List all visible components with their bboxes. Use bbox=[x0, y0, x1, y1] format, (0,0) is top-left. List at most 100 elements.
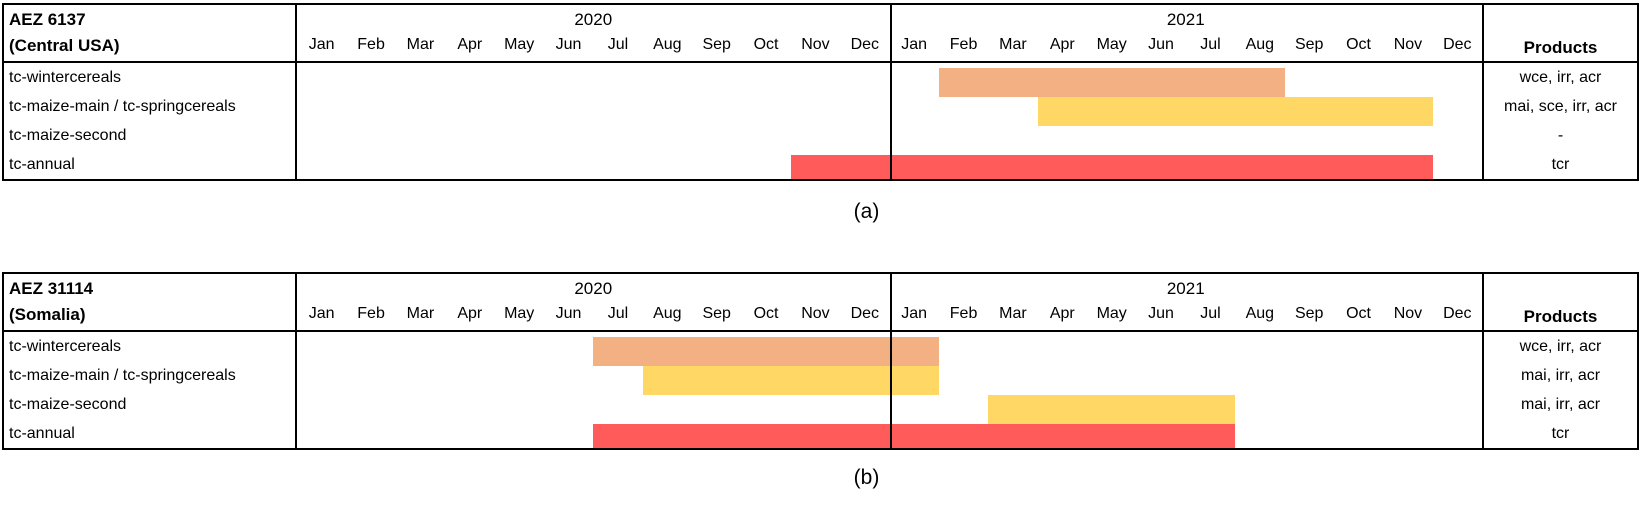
month-label: Jan bbox=[901, 305, 928, 322]
table-row: tc-wintercereals wce, irr, acr bbox=[4, 63, 1637, 97]
table-row: tc-wintercereals wce, irr, acr bbox=[4, 332, 1637, 366]
products-column-header: Products bbox=[1482, 5, 1637, 61]
month-label: Oct bbox=[1346, 36, 1371, 53]
month-label: Jan bbox=[308, 305, 335, 322]
month-label: May bbox=[1096, 36, 1127, 53]
month-label: Sep bbox=[702, 36, 731, 53]
month-label: Aug bbox=[1245, 36, 1275, 53]
row-label-maize-main: tc-maize-main / tc-springcereals bbox=[4, 92, 297, 121]
month-label: Oct bbox=[753, 305, 779, 322]
products-cell: mai, sce, irr, acr bbox=[1482, 92, 1637, 121]
table-row: tc-maize-main / tc-springcereals mai, sc… bbox=[4, 92, 1637, 126]
month-label: Mar bbox=[999, 305, 1027, 322]
month-label: Oct bbox=[1346, 305, 1371, 322]
calendar-bar-annual bbox=[790, 155, 1433, 179]
row-label-maize-main: tc-maize-main / tc-springcereals bbox=[4, 361, 297, 390]
month-label: Mar bbox=[999, 36, 1027, 53]
month-label: Nov bbox=[1393, 36, 1423, 53]
month-label: Dec bbox=[850, 36, 880, 53]
table-header: AEZ 6137 (Central USA) 2020 2021 Jan Feb M… bbox=[4, 5, 1637, 63]
aez-cell: AEZ 6137 (Central USA) bbox=[4, 5, 297, 61]
month-label: Dec bbox=[1443, 36, 1472, 53]
bar-track-wintercereals bbox=[297, 63, 1482, 97]
month-label: Sep bbox=[1294, 36, 1324, 53]
crop-calendar-table-a: AEZ 6137 (Central USA) 2020 2021 Jan Feb M… bbox=[2, 3, 1639, 181]
month-label: May bbox=[504, 305, 535, 322]
month-label: Apr bbox=[457, 36, 483, 53]
month-label: Oct bbox=[753, 36, 779, 53]
month-label: Sep bbox=[1294, 305, 1324, 322]
year-2021-header: 2021 bbox=[1166, 10, 1205, 29]
years-row: 2020 2021 bbox=[297, 5, 1482, 33]
products-cell: tcr bbox=[1482, 150, 1637, 179]
bar-track-maize-second bbox=[297, 390, 1482, 424]
month-labels-row: Jan Feb Mar Apr May Jun Jul Aug Sep Oct Nov Dec Jan F… bbox=[297, 302, 1482, 330]
aez-label: AEZ 31114 bbox=[9, 279, 94, 298]
row-label-annual: tc-annual bbox=[4, 419, 297, 448]
products-cell: wce, irr, acr bbox=[1482, 332, 1637, 361]
month-label: Sep bbox=[702, 305, 731, 322]
bar-track-annual bbox=[297, 419, 1482, 448]
month-labels-row: Jan Feb Mar Apr May Jun Jul Aug Sep Oct Nov Dec Jan F… bbox=[297, 33, 1482, 61]
products-cell: wce, irr, acr bbox=[1482, 63, 1637, 92]
region-label: (Central USA) bbox=[9, 36, 120, 55]
products-cell: mai, irr, acr bbox=[1482, 361, 1637, 390]
month-label: Dec bbox=[850, 305, 880, 322]
month-label: Nov bbox=[1393, 305, 1423, 322]
products-cell: mai, irr, acr bbox=[1482, 390, 1637, 419]
products-cell: - bbox=[1482, 121, 1637, 150]
month-label: Jul bbox=[607, 36, 629, 53]
crop-calendar-table-b: AEZ 31114 (Somalia) 2020 2021 Jan Feb Mar A… bbox=[2, 272, 1639, 450]
calendar-bar-maize bbox=[988, 395, 1236, 424]
month-label: Jun bbox=[1148, 36, 1174, 53]
month-label: Jul bbox=[607, 305, 629, 322]
month-label: Jan bbox=[901, 36, 928, 53]
caption-a: (a) bbox=[853, 200, 880, 223]
row-label-maize-second: tc-maize-second bbox=[4, 121, 297, 150]
calendar-bar-wintercereals bbox=[593, 337, 939, 366]
aez-cell: AEZ 31114 (Somalia) bbox=[4, 274, 297, 330]
month-label: Aug bbox=[1245, 305, 1275, 322]
calendar-bar-maize bbox=[642, 366, 939, 395]
month-label: Apr bbox=[1049, 305, 1075, 322]
month-label: Apr bbox=[457, 305, 483, 322]
month-label: Jul bbox=[1200, 36, 1221, 53]
row-label-wintercereals: tc-wintercereals bbox=[4, 63, 297, 92]
month-label: Aug bbox=[653, 305, 682, 322]
bar-track-wintercereals bbox=[297, 332, 1482, 366]
month-label: Jun bbox=[1148, 305, 1174, 322]
caption-b: (b) bbox=[853, 466, 880, 489]
years-row: 2020 2021 bbox=[297, 274, 1482, 302]
table-row: tc-annual tcr bbox=[4, 419, 1637, 448]
table-row: tc-maize-main / tc-springcereals mai, ir… bbox=[4, 361, 1637, 395]
month-label: Jul bbox=[1200, 305, 1221, 322]
table-row: tc-maize-second - bbox=[4, 121, 1637, 150]
month-label: May bbox=[504, 36, 535, 53]
year-2020-header: 2020 bbox=[574, 279, 613, 298]
products-column-header: Products bbox=[1482, 274, 1637, 330]
table-row: tc-annual tcr bbox=[4, 150, 1637, 179]
bar-track-annual bbox=[297, 150, 1482, 179]
region-label: (Somalia) bbox=[9, 305, 86, 324]
month-label: Jun bbox=[555, 305, 582, 322]
month-label: Nov bbox=[801, 305, 830, 322]
month-label: Nov bbox=[801, 36, 830, 53]
year-2021-header: 2021 bbox=[1166, 279, 1205, 298]
table-header: AEZ 31114 (Somalia) 2020 2021 Jan Feb Mar A… bbox=[4, 274, 1637, 332]
month-label: Jun bbox=[555, 36, 582, 53]
products-cell: tcr bbox=[1482, 419, 1637, 448]
row-label-maize-second: tc-maize-second bbox=[4, 390, 297, 419]
year-2020-header: 2020 bbox=[574, 10, 613, 29]
aez-label: AEZ 6137 bbox=[9, 10, 86, 29]
table-body: tc-wintercereals wce, irr, acr tc-maize-… bbox=[4, 63, 1637, 179]
month-label: Feb bbox=[949, 305, 978, 322]
month-label: Dec bbox=[1443, 305, 1472, 322]
year-divider-line bbox=[889, 5, 892, 179]
calendar-bar-wintercereals bbox=[938, 68, 1285, 97]
month-label: Aug bbox=[653, 36, 682, 53]
month-label: Apr bbox=[1049, 36, 1075, 53]
month-label: May bbox=[1096, 305, 1127, 322]
table-row: tc-maize-second mai, irr, acr bbox=[4, 390, 1637, 424]
year-divider-line bbox=[889, 274, 892, 448]
